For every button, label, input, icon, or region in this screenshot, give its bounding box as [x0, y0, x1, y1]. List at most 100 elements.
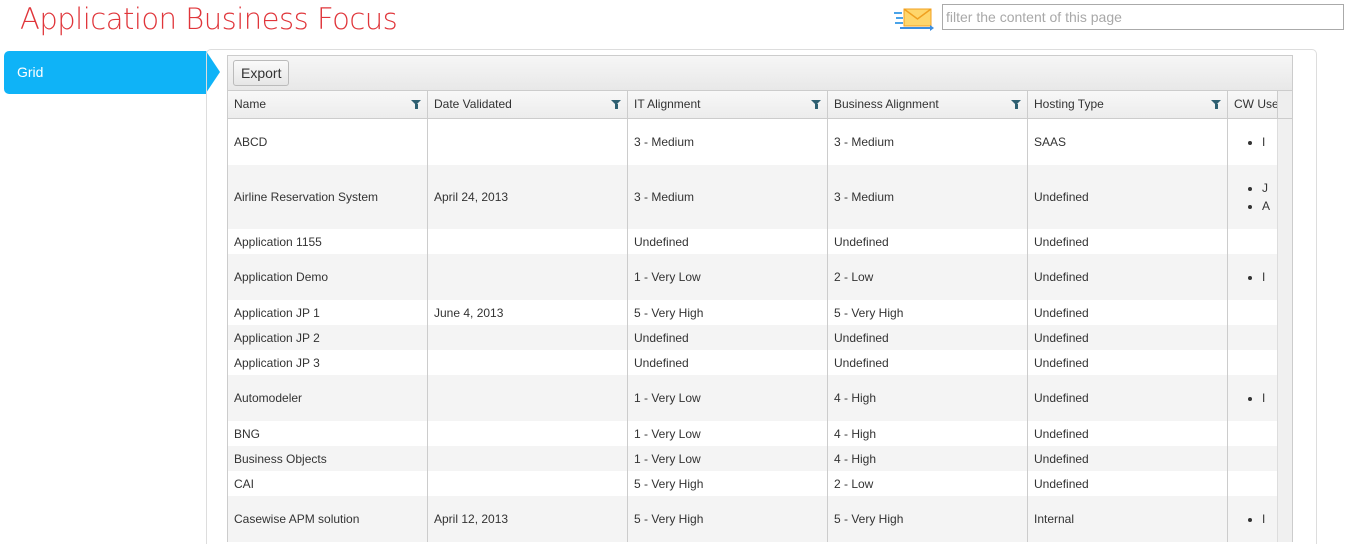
- envelope-icon[interactable]: [894, 7, 934, 31]
- table-row[interactable]: Airline Reservation System April 24, 2013…: [228, 165, 1292, 229]
- column-header[interactable]: Hosting Type: [1028, 91, 1228, 118]
- cell-cw-users: I: [1228, 375, 1278, 421]
- cell-biz: 4 - High: [828, 375, 1028, 421]
- cell-host: Undefined: [1028, 229, 1228, 254]
- cell-cw-users: [1228, 229, 1278, 254]
- cell-date: [428, 446, 628, 471]
- table-row[interactable]: Business Objects 1 - Very Low 4 - High Unde…: [228, 446, 1292, 471]
- vertical-scrollbar[interactable]: [1277, 119, 1292, 542]
- cell-cw-users: I: [1228, 254, 1278, 300]
- filter-funnel-icon[interactable]: [611, 100, 621, 109]
- user-item: J: [1262, 179, 1270, 197]
- scrollbar-header: [1278, 91, 1292, 118]
- page-title: Application Business Focus: [20, 2, 398, 36]
- table-row[interactable]: Application JP 3 Undefined Undefined Undefi…: [228, 350, 1292, 375]
- cell-biz: 5 - Very High: [828, 496, 1028, 542]
- user-item: I: [1262, 389, 1265, 407]
- column-header[interactable]: IT Alignment: [628, 91, 828, 118]
- cell-biz: 3 - Medium: [828, 165, 1028, 229]
- table-row[interactable]: CAI 5 - Very High 2 - Low Undefined: [228, 471, 1292, 496]
- filter-funnel-icon[interactable]: [811, 100, 821, 109]
- cell-biz: Undefined: [828, 350, 1028, 375]
- cell-date: [428, 350, 628, 375]
- cell-it: 1 - Very Low: [628, 446, 828, 471]
- column-header-label: IT Alignment: [634, 97, 701, 111]
- table-row[interactable]: Application JP 1 June 4, 2013 5 - Very Hig…: [228, 300, 1292, 325]
- column-header[interactable]: Business Alignment: [828, 91, 1028, 118]
- table-row[interactable]: BNG 1 - Very Low 4 - High Undefined: [228, 421, 1292, 446]
- cell-host: Undefined: [1028, 375, 1228, 421]
- table-row[interactable]: Casewise APM solution April 12, 2013 5 - V…: [228, 496, 1292, 542]
- cell-cw-users: JA: [1228, 165, 1278, 229]
- cell-name: Application Demo: [228, 254, 428, 300]
- cell-biz: 3 - Medium: [828, 119, 1028, 165]
- cell-it: Undefined: [628, 229, 828, 254]
- column-header-label: Hosting Type: [1034, 97, 1104, 111]
- cell-it: 1 - Very Low: [628, 254, 828, 300]
- table-row[interactable]: Application Demo 1 - Very Low 2 - Low Undef…: [228, 254, 1292, 300]
- cell-it: 1 - Very Low: [628, 375, 828, 421]
- column-header[interactable]: Name: [228, 91, 428, 118]
- cell-it: 5 - Very High: [628, 471, 828, 496]
- cell-host: SAAS: [1028, 119, 1228, 165]
- grid-toolbar: Export: [228, 56, 1292, 91]
- table-row[interactable]: Application JP 2 Undefined Undefined Undefi…: [228, 325, 1292, 350]
- cell-date: April 24, 2013: [428, 165, 628, 229]
- cell-name: ABCD: [228, 119, 428, 165]
- user-item: I: [1262, 133, 1265, 151]
- cell-biz: 2 - Low: [828, 471, 1028, 496]
- cell-name: Airline Reservation System: [228, 165, 428, 229]
- cell-date: April 12, 2013: [428, 496, 628, 542]
- cell-name: Automodeler: [228, 375, 428, 421]
- cell-date: [428, 119, 628, 165]
- column-header-label: CW Use: [1234, 97, 1278, 111]
- cell-date: [428, 421, 628, 446]
- cell-it: 3 - Medium: [628, 119, 828, 165]
- cell-it: 5 - Very High: [628, 496, 828, 542]
- column-header-label: Business Alignment: [834, 97, 939, 111]
- cell-host: Undefined: [1028, 446, 1228, 471]
- table-row[interactable]: Automodeler 1 - Very Low 4 - High Undefined…: [228, 375, 1292, 421]
- cell-host: Undefined: [1028, 471, 1228, 496]
- cell-it: 1 - Very Low: [628, 421, 828, 446]
- cell-it: 3 - Medium: [628, 165, 828, 229]
- cell-biz: 4 - High: [828, 446, 1028, 471]
- cell-name: Application JP 3: [228, 350, 428, 375]
- cell-date: [428, 254, 628, 300]
- cell-cw-users: [1228, 421, 1278, 446]
- cell-host: Undefined: [1028, 254, 1228, 300]
- cell-name: Casewise APM solution: [228, 496, 428, 542]
- content-panel: [206, 49, 1317, 544]
- user-item: I: [1262, 268, 1265, 286]
- cell-date: [428, 325, 628, 350]
- cell-name: Application 1155: [228, 229, 428, 254]
- cell-name: Application JP 1: [228, 300, 428, 325]
- user-item: I: [1262, 510, 1265, 528]
- filter-input[interactable]: [942, 4, 1344, 30]
- export-button[interactable]: Export: [233, 60, 290, 86]
- column-header-label: Date Validated: [434, 97, 512, 111]
- cell-cw-users: [1228, 350, 1278, 375]
- cell-cw-users: I: [1228, 119, 1278, 165]
- cell-name: Application JP 2: [228, 325, 428, 350]
- cell-cw-users: [1228, 300, 1278, 325]
- cell-host: Undefined: [1028, 421, 1228, 446]
- cell-cw-users: I: [1228, 496, 1278, 542]
- cell-host: Undefined: [1028, 350, 1228, 375]
- filter-funnel-icon[interactable]: [1211, 100, 1221, 109]
- table-row[interactable]: Application 1155 Undefined Undefined Undefi…: [228, 229, 1292, 254]
- grid-header: Name Date Validated IT Alignment Business A…: [228, 91, 1292, 119]
- sidebar-item-grid[interactable]: Grid: [4, 51, 220, 94]
- cell-date: [428, 471, 628, 496]
- cell-date: [428, 375, 628, 421]
- column-header[interactable]: CW Use: [1228, 91, 1278, 118]
- filter-funnel-icon[interactable]: [411, 100, 421, 109]
- column-header-label: Name: [234, 97, 267, 111]
- cell-it: 5 - Very High: [628, 300, 828, 325]
- filter-funnel-icon[interactable]: [1011, 100, 1021, 109]
- cell-cw-users: [1228, 325, 1278, 350]
- cell-it: Undefined: [628, 325, 828, 350]
- column-header[interactable]: Date Validated: [428, 91, 628, 118]
